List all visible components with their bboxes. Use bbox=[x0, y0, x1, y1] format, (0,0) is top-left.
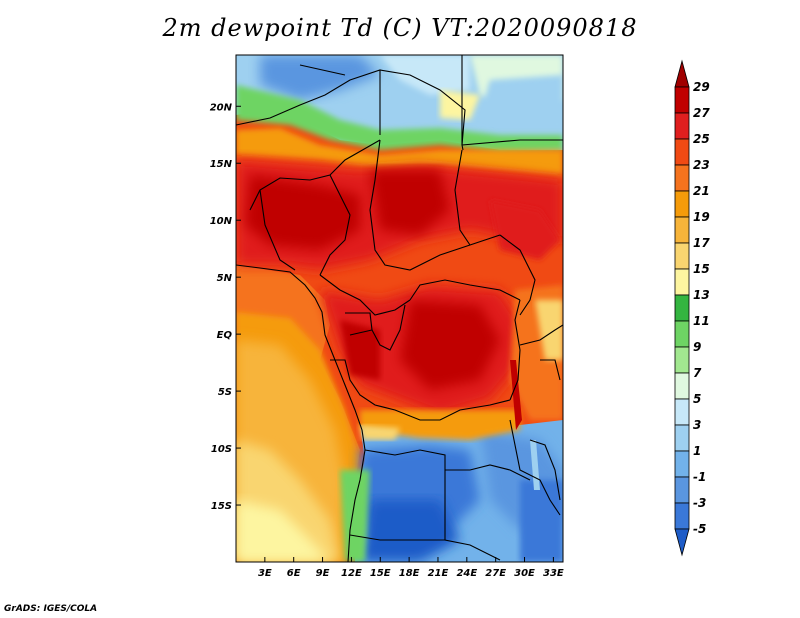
x-tick-label: 30E bbox=[514, 568, 535, 579]
y-tick-label: 15N bbox=[210, 159, 233, 170]
y-tick-label: EQ bbox=[217, 330, 233, 341]
colorbar-label: 13 bbox=[693, 288, 710, 302]
colorbar-swatch bbox=[674, 476, 690, 504]
colorbar-swatch bbox=[674, 424, 690, 452]
colorbar-label: 23 bbox=[693, 158, 710, 172]
colorbar-label: 3 bbox=[693, 418, 701, 432]
colorbar-label: 9 bbox=[693, 340, 701, 354]
colorbar-swatch bbox=[674, 112, 690, 140]
up-arrow-icon bbox=[674, 59, 690, 88]
dewpoint-field bbox=[236, 55, 563, 562]
y-tick-label: 15S bbox=[211, 501, 232, 512]
colorbar-label: 1 bbox=[693, 444, 701, 458]
map-title: 2m dewpoint Td (C) VT:2020090818 bbox=[162, 14, 638, 42]
colorbar-swatch bbox=[674, 346, 690, 374]
colorbar-swatch bbox=[674, 320, 690, 348]
x-tick-label: 33E bbox=[543, 568, 564, 579]
x-tick-label: 15E bbox=[370, 568, 391, 579]
colorbar-label: 27 bbox=[693, 106, 710, 120]
country-borders bbox=[236, 55, 563, 562]
colorbar-label: -5 bbox=[693, 522, 706, 536]
colorbar-label: 7 bbox=[693, 366, 702, 380]
colorbar-swatch bbox=[674, 502, 690, 530]
colorbar-label: -1 bbox=[693, 470, 706, 484]
colorbar-swatch bbox=[674, 372, 690, 400]
y-tick-label: 20N bbox=[210, 102, 233, 113]
x-tick-label: 21E bbox=[428, 568, 449, 579]
colorbar-label: 5 bbox=[693, 392, 701, 406]
y-tick-label: 10S bbox=[211, 444, 232, 455]
x-tick-label: 12E bbox=[341, 568, 362, 579]
x-tick-label: 18E bbox=[399, 568, 420, 579]
x-tick-label: 24E bbox=[456, 568, 477, 579]
y-axis-ticks: 20N 15N 10N 5N EQ 5S 10S 15S bbox=[210, 102, 241, 512]
colorbar-label: 25 bbox=[693, 132, 710, 146]
colorbar-swatch bbox=[674, 450, 690, 478]
colorbar-swatch bbox=[674, 216, 690, 244]
colorbar-swatch bbox=[674, 294, 690, 322]
colorbar-swatch bbox=[674, 138, 690, 166]
x-tick-label: 6E bbox=[287, 568, 301, 579]
down-arrow-icon bbox=[674, 528, 690, 557]
colorbar-label: 17 bbox=[693, 236, 710, 250]
colorbar-swatch bbox=[674, 164, 690, 192]
colorbar-label: 21 bbox=[693, 184, 710, 198]
colorbar-label: 15 bbox=[693, 262, 710, 276]
y-tick-label: 5N bbox=[217, 273, 233, 284]
colorbar-swatch bbox=[674, 190, 690, 218]
x-axis-ticks: 3E 6E 9E 12E 15E 18E 21E 24E 27E 30E 33E bbox=[258, 557, 564, 579]
map-frame bbox=[235, 54, 564, 563]
x-tick-label: 9E bbox=[316, 568, 330, 579]
colorbar-label: 11 bbox=[693, 314, 710, 328]
colorbar: 29 27 25 23 21 19 17 15 13 11 9 7 5 3 1 -1 -3 -5 bbox=[674, 59, 710, 557]
colorbar-label: 29 bbox=[693, 80, 710, 94]
y-tick-label: 5S bbox=[218, 387, 232, 398]
y-tick-label: 10N bbox=[210, 216, 233, 227]
colorbar-label: 19 bbox=[693, 210, 710, 224]
x-tick-label: 3E bbox=[258, 568, 272, 579]
colorbar-swatch bbox=[674, 398, 690, 426]
footer-credit: GrADS: IGES/COLA bbox=[4, 604, 98, 614]
colorbar-label: -3 bbox=[693, 496, 706, 510]
colorbar-swatch bbox=[674, 268, 690, 296]
colorbar-swatch bbox=[674, 242, 690, 270]
x-tick-label: 27E bbox=[485, 568, 506, 579]
colorbar-swatch bbox=[674, 86, 690, 114]
